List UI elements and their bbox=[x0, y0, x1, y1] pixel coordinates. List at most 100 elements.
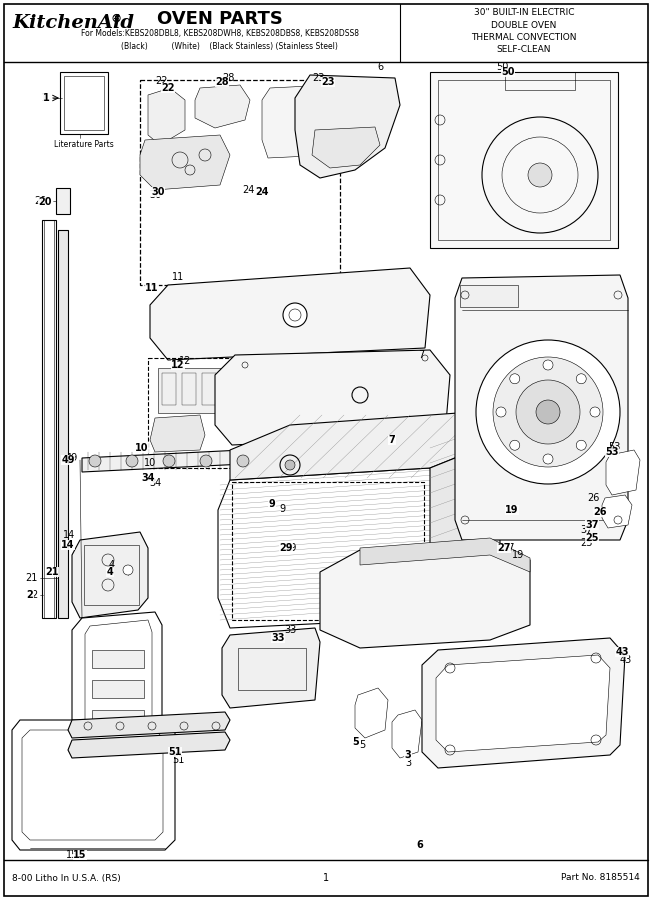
Text: For Models:KEBS208DBL8, KEBS208DWH8, KEBS208DBS8, KEBS208DSS8: For Models:KEBS208DBL8, KEBS208DWH8, KEB… bbox=[81, 29, 359, 38]
Text: 43: 43 bbox=[620, 655, 632, 665]
Text: 20: 20 bbox=[38, 197, 52, 207]
Text: 12: 12 bbox=[171, 360, 185, 370]
Bar bbox=[60, 72, 108, 134]
Polygon shape bbox=[422, 638, 625, 768]
Bar bbox=[222, 373, 236, 405]
Text: 21: 21 bbox=[25, 573, 38, 583]
Circle shape bbox=[283, 303, 307, 327]
Bar bbox=[283, 495, 297, 503]
Text: 50: 50 bbox=[496, 62, 508, 72]
Bar bbox=[64, 76, 104, 130]
Polygon shape bbox=[320, 540, 530, 648]
Text: 37: 37 bbox=[580, 525, 593, 535]
Circle shape bbox=[528, 163, 552, 187]
Circle shape bbox=[590, 407, 600, 417]
Polygon shape bbox=[215, 350, 450, 445]
Text: 19: 19 bbox=[512, 550, 524, 560]
Bar bbox=[460, 285, 518, 307]
Polygon shape bbox=[355, 688, 388, 738]
Text: 51: 51 bbox=[172, 755, 184, 765]
Text: 4: 4 bbox=[107, 567, 113, 577]
Circle shape bbox=[543, 360, 553, 370]
Text: 6: 6 bbox=[417, 840, 423, 850]
Text: 50: 50 bbox=[501, 67, 514, 77]
Circle shape bbox=[200, 455, 212, 467]
Circle shape bbox=[285, 460, 295, 470]
Bar bbox=[182, 373, 196, 405]
Polygon shape bbox=[312, 127, 380, 168]
Circle shape bbox=[516, 380, 580, 444]
Polygon shape bbox=[262, 85, 335, 158]
Text: 14: 14 bbox=[63, 530, 75, 540]
Text: 49: 49 bbox=[66, 453, 78, 463]
Text: 30" BUILT-IN ELECTRIC
DOUBLE OVEN
THERMAL CONVECTION
SELF-CLEAN: 30" BUILT-IN ELECTRIC DOUBLE OVEN THERMA… bbox=[471, 8, 577, 55]
Text: 27: 27 bbox=[497, 543, 511, 553]
Text: 33: 33 bbox=[271, 633, 285, 643]
Text: 5: 5 bbox=[359, 740, 365, 750]
Polygon shape bbox=[150, 415, 205, 452]
Text: 9: 9 bbox=[279, 504, 285, 514]
Text: 8-00 Litho In U.S.A. (RS): 8-00 Litho In U.S.A. (RS) bbox=[12, 874, 121, 883]
Text: 27: 27 bbox=[502, 543, 514, 553]
Text: Part No. 8185514: Part No. 8185514 bbox=[561, 874, 640, 883]
Circle shape bbox=[576, 440, 586, 450]
Circle shape bbox=[126, 455, 138, 467]
Circle shape bbox=[163, 455, 175, 467]
Text: 1: 1 bbox=[41, 93, 47, 103]
Text: 43: 43 bbox=[615, 647, 629, 657]
Text: 14: 14 bbox=[61, 540, 75, 550]
Circle shape bbox=[576, 374, 586, 383]
Circle shape bbox=[493, 357, 603, 467]
Polygon shape bbox=[455, 275, 628, 540]
Bar bbox=[505, 72, 575, 90]
Text: 25: 25 bbox=[585, 533, 599, 543]
Text: 29: 29 bbox=[279, 543, 293, 553]
Text: 3: 3 bbox=[405, 758, 411, 768]
Text: 2: 2 bbox=[27, 590, 33, 600]
Circle shape bbox=[543, 454, 553, 464]
Text: 19: 19 bbox=[505, 505, 519, 515]
Text: 15: 15 bbox=[73, 850, 87, 860]
Text: KitchenAid: KitchenAid bbox=[12, 14, 134, 32]
Text: (Black)          (White)    (Black Stainless) (Stainless Steel): (Black) (White) (Black Stainless) (Stain… bbox=[102, 42, 338, 51]
Text: 3: 3 bbox=[405, 750, 411, 760]
Text: 22: 22 bbox=[156, 76, 168, 86]
Text: 28: 28 bbox=[222, 73, 234, 83]
Polygon shape bbox=[72, 532, 148, 618]
Circle shape bbox=[123, 565, 133, 575]
Text: 34: 34 bbox=[141, 473, 155, 483]
Text: 28: 28 bbox=[215, 77, 229, 87]
Text: 12: 12 bbox=[179, 356, 191, 366]
Polygon shape bbox=[222, 628, 320, 708]
Polygon shape bbox=[72, 612, 162, 770]
Polygon shape bbox=[430, 72, 618, 248]
Circle shape bbox=[536, 400, 560, 424]
Text: ®: ® bbox=[110, 14, 121, 24]
Text: OVEN PARTS: OVEN PARTS bbox=[157, 10, 283, 28]
Polygon shape bbox=[436, 655, 610, 752]
Text: 26: 26 bbox=[593, 507, 607, 517]
Text: 23: 23 bbox=[312, 73, 324, 83]
Bar bbox=[158, 368, 253, 413]
Text: 6: 6 bbox=[377, 62, 383, 72]
Text: 34: 34 bbox=[149, 478, 161, 488]
Polygon shape bbox=[606, 450, 640, 495]
Polygon shape bbox=[430, 440, 500, 618]
Text: 11: 11 bbox=[172, 272, 185, 282]
Text: 24: 24 bbox=[255, 187, 269, 197]
Bar bbox=[84, 545, 139, 605]
Text: 1: 1 bbox=[42, 93, 50, 103]
Circle shape bbox=[89, 455, 101, 467]
Text: 26: 26 bbox=[587, 493, 600, 503]
Circle shape bbox=[510, 440, 520, 450]
Polygon shape bbox=[68, 732, 230, 758]
Polygon shape bbox=[218, 468, 440, 628]
Text: 20: 20 bbox=[35, 196, 47, 206]
Text: Literature Parts: Literature Parts bbox=[54, 140, 114, 149]
Text: 30: 30 bbox=[151, 187, 165, 197]
Bar bbox=[232, 482, 424, 620]
Bar bbox=[56, 188, 70, 214]
Polygon shape bbox=[295, 75, 400, 178]
Polygon shape bbox=[360, 538, 530, 572]
Text: 22: 22 bbox=[161, 83, 175, 93]
